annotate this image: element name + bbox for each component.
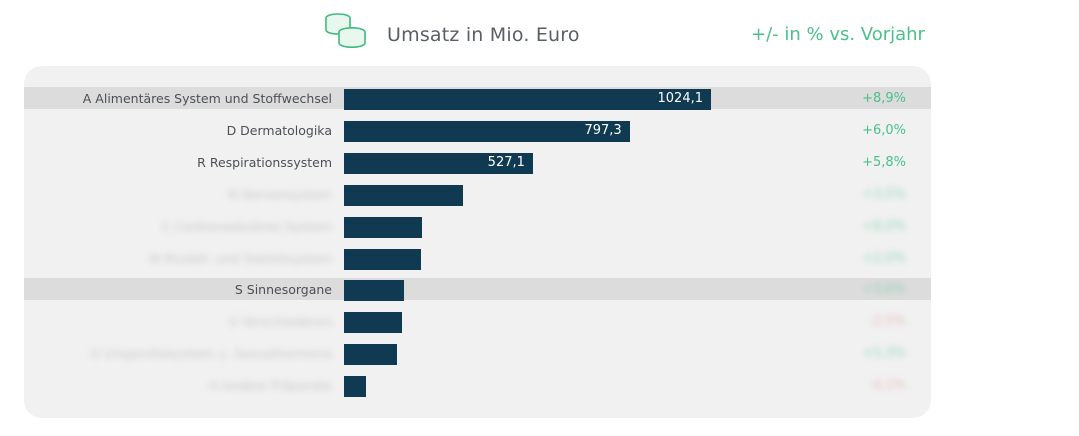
change-value: +8,9%	[862, 91, 906, 106]
change-column-title: +/- in % vs. Vorjahr	[751, 24, 925, 45]
chart-title: Umsatz in Mio. Euro	[387, 24, 580, 46]
bar	[344, 120, 630, 142]
category-label: A Alimentäres System und Stoffwechsel	[82, 91, 332, 106]
change-value: +6,0%	[862, 122, 906, 138]
bar	[344, 376, 367, 398]
category-label: N Nervensystem	[228, 186, 332, 202]
change-value: -2,5%	[868, 314, 906, 330]
bar	[344, 248, 421, 270]
bar	[344, 216, 423, 238]
chart-panel	[24, 66, 931, 418]
row-highlight	[24, 278, 931, 301]
change-value: +2,0%	[862, 250, 906, 266]
bar	[344, 184, 463, 206]
change-value: +3,5%	[862, 186, 906, 202]
change-value: +5,3%	[862, 346, 906, 362]
change-value: +3,6%	[862, 282, 906, 298]
bar-value-label: 527,1	[487, 154, 525, 170]
bar	[344, 280, 405, 302]
bar	[344, 152, 533, 174]
category-label: D Dermatologika	[226, 122, 332, 138]
category-label: S Sinnesorgane	[234, 282, 332, 298]
bar	[344, 89, 711, 110]
bar	[344, 344, 398, 366]
bar-value-label: 1024,1	[657, 91, 704, 106]
category-label: V Verschiedenes	[228, 314, 332, 330]
change-value: -4,1%	[868, 378, 906, 394]
category-label: C Cardiovaskuläres System	[161, 218, 332, 234]
bar-value-label: 797,3	[584, 122, 622, 138]
coins-icon	[325, 13, 366, 48]
bar	[344, 312, 403, 334]
change-value: +5,8%	[862, 154, 906, 170]
change-value: +8,0%	[862, 218, 906, 234]
category-label: H Andere Präparate	[208, 378, 332, 394]
category-label: R Respirationssystem	[197, 154, 332, 170]
category-label: M Muskel- und Skelettsystem	[149, 250, 332, 266]
category-label: G Urogenitalsystem u. Sexualhormone	[90, 346, 332, 362]
